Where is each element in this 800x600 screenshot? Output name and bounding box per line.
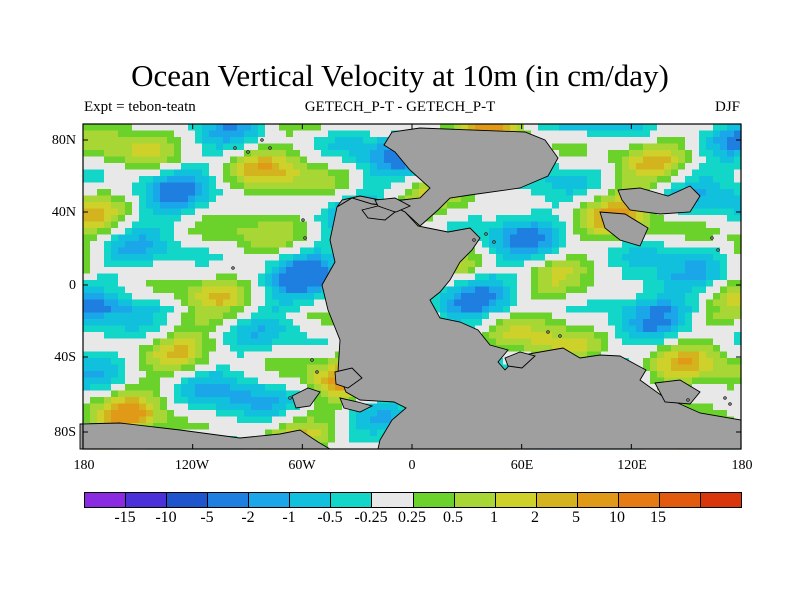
lat-label-80s: 80S [54, 425, 76, 440]
colorbar-box [290, 493, 332, 507]
colorbar-box [577, 493, 619, 507]
colorbar-label: -10 [155, 509, 177, 526]
island [546, 330, 550, 334]
lat-label-80n: 80N [51, 133, 76, 148]
lat-label-40n: 40N [51, 205, 76, 220]
island [484, 232, 488, 236]
island [710, 236, 714, 240]
axis-ticks [82, 124, 742, 449]
island [728, 402, 732, 406]
colorbar-label: 10 [609, 509, 625, 526]
colorbar-box [536, 493, 578, 507]
landmass [361, 205, 396, 221]
island [301, 218, 305, 222]
colorbar-label: -5 [200, 509, 214, 526]
colorbar-box [413, 493, 455, 507]
island [246, 150, 250, 154]
colorbar-label: 1 [490, 509, 498, 526]
colorbar-label: -15 [114, 509, 136, 526]
island [686, 398, 690, 402]
colorbar-label: -0.25 [354, 509, 388, 526]
landmass [599, 211, 649, 247]
colorbar-box [700, 493, 741, 507]
landmass [321, 197, 742, 450]
lon-label-60w: 60W [288, 458, 316, 473]
lon-label-0: 0 [408, 458, 416, 473]
colorbar-label: 5 [572, 509, 580, 526]
experiment-label: Expt = tebon-teatn [84, 99, 196, 115]
island [310, 358, 314, 362]
colorbar-box [126, 493, 168, 507]
island [288, 396, 292, 400]
lon-label-120e: 120E [617, 458, 647, 473]
colorbar-box [495, 493, 537, 507]
colorbar-label: -1 [282, 509, 296, 526]
colorbar-box [85, 493, 127, 507]
colorbar-box [618, 493, 660, 507]
colorbar-box [659, 493, 701, 507]
island [231, 266, 235, 270]
island [723, 396, 727, 400]
colorbar-label: 0.5 [443, 509, 463, 526]
landmass [504, 351, 536, 369]
island [315, 370, 319, 374]
colorbar [84, 492, 742, 508]
colorbar-box [372, 493, 414, 507]
colorbar-box [208, 493, 250, 507]
colorbar-label: 0.25 [398, 509, 426, 526]
lon-label-180w: 180 [73, 458, 95, 473]
lon-label-60e: 60E [510, 458, 534, 473]
island [268, 146, 272, 150]
landmass [617, 185, 701, 215]
lon-label-180e: 180 [731, 458, 753, 473]
colorbar-label: -2 [241, 509, 255, 526]
lat-label-0: 0 [69, 278, 76, 293]
colorbar-box [454, 493, 496, 507]
land-masses [79, 127, 742, 450]
colorbar-label: 2 [531, 509, 539, 526]
island [472, 238, 476, 242]
island [716, 248, 720, 252]
colorbar-label: 15 [650, 509, 666, 526]
lat-label-40s: 40S [54, 350, 76, 365]
landmass [339, 397, 374, 413]
colorbar-box [331, 493, 373, 507]
island [558, 334, 562, 338]
island [233, 146, 237, 150]
island [303, 236, 307, 240]
dataset-label: GETECH_P-T - GETECH_P-T [304, 99, 496, 115]
landmass [654, 379, 701, 405]
island [492, 240, 496, 244]
lon-label-120w: 120W [174, 458, 210, 473]
colorbar-label: -0.5 [317, 509, 343, 526]
season-label: DJF [714, 99, 740, 115]
landmass [291, 387, 321, 409]
colorbar-box [167, 493, 209, 507]
landmass [334, 367, 363, 389]
colorbar-box [249, 493, 291, 507]
plot-title: Ocean Vertical Velocity at 10m (in cm/da… [131, 58, 669, 93]
island [260, 138, 264, 142]
